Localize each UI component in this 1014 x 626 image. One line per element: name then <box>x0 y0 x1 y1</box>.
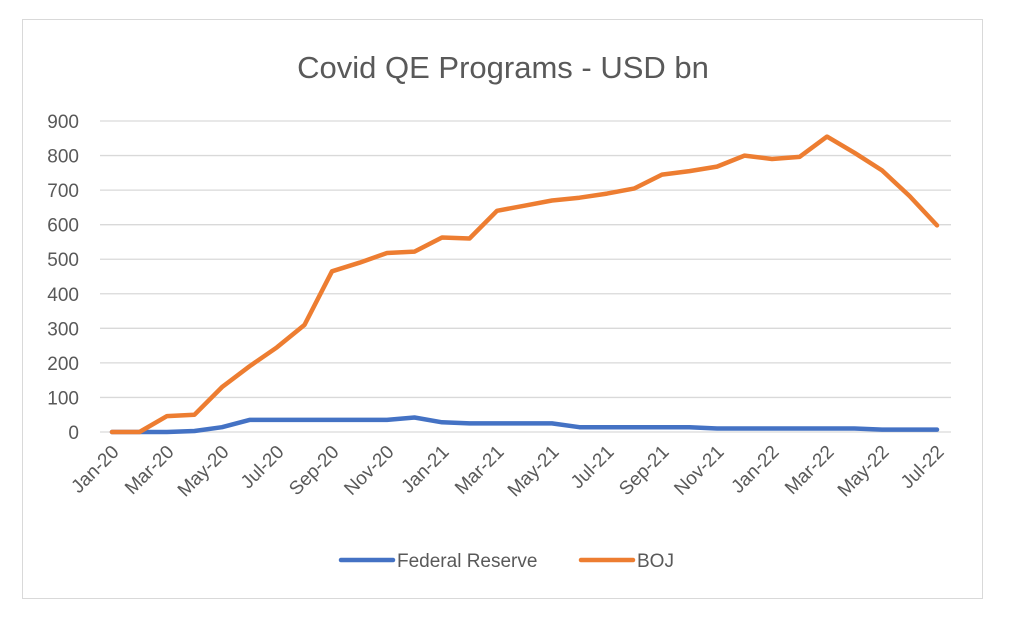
y-tick-label: 900 <box>47 112 79 133</box>
y-tick-label: 700 <box>47 181 79 202</box>
x-tick-label: Jul-20 <box>237 442 288 493</box>
y-tick-label: 800 <box>47 147 79 168</box>
x-tick-label: Jul-22 <box>897 442 948 493</box>
x-tick-label: Nov-20 <box>340 442 398 500</box>
x-tick-label: Jul-21 <box>567 442 618 493</box>
y-axis-ticks: 0 100 200 300 400 500 600 700 800 900 <box>47 112 79 444</box>
x-tick-label: Jan-21 <box>398 442 454 498</box>
x-tick-label: Sep-21 <box>615 442 673 500</box>
chart-frame: Covid QE Programs - USD bn 0 100 200 300 400… <box>22 19 983 599</box>
line-chart: Covid QE Programs - USD bn 0 100 200 300 400… <box>47 50 951 572</box>
chart-title: Covid QE Programs - USD bn <box>297 50 709 85</box>
series-lines <box>109 134 940 435</box>
y-tick-label: 100 <box>47 388 79 409</box>
x-tick-label: May-22 <box>834 442 894 502</box>
legend-label: BOJ <box>637 551 674 572</box>
x-tick-label: Mar-21 <box>451 442 508 499</box>
legend: Federal Reserve BOJ <box>338 551 674 572</box>
x-tick-label: Sep-20 <box>285 442 343 500</box>
x-tick-label: Mar-20 <box>121 442 178 499</box>
y-tick-label: 0 <box>68 423 79 444</box>
x-tick-label: May-21 <box>504 442 564 502</box>
y-tick-label: 400 <box>47 285 79 306</box>
series-line-boj <box>109 134 940 435</box>
x-tick-label: Jan-22 <box>728 442 784 498</box>
x-tick-label: Jan-20 <box>68 442 124 498</box>
x-tick-label: Mar-22 <box>781 442 838 499</box>
y-tick-label: 500 <box>47 250 79 271</box>
y-tick-label: 200 <box>47 354 79 375</box>
y-tick-label: 300 <box>47 319 79 340</box>
legend-label: Federal Reserve <box>397 551 537 572</box>
x-tick-label: Nov-21 <box>670 442 728 500</box>
y-tick-label: 600 <box>47 216 79 237</box>
x-tick-label: May-20 <box>174 442 234 502</box>
series-line-federal-reserve <box>109 415 940 435</box>
gridlines <box>100 120 951 433</box>
